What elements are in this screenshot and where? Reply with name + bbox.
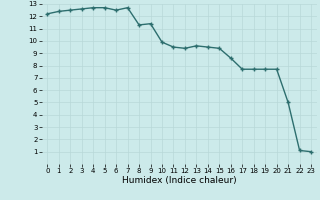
X-axis label: Humidex (Indice chaleur): Humidex (Indice chaleur) — [122, 176, 236, 185]
